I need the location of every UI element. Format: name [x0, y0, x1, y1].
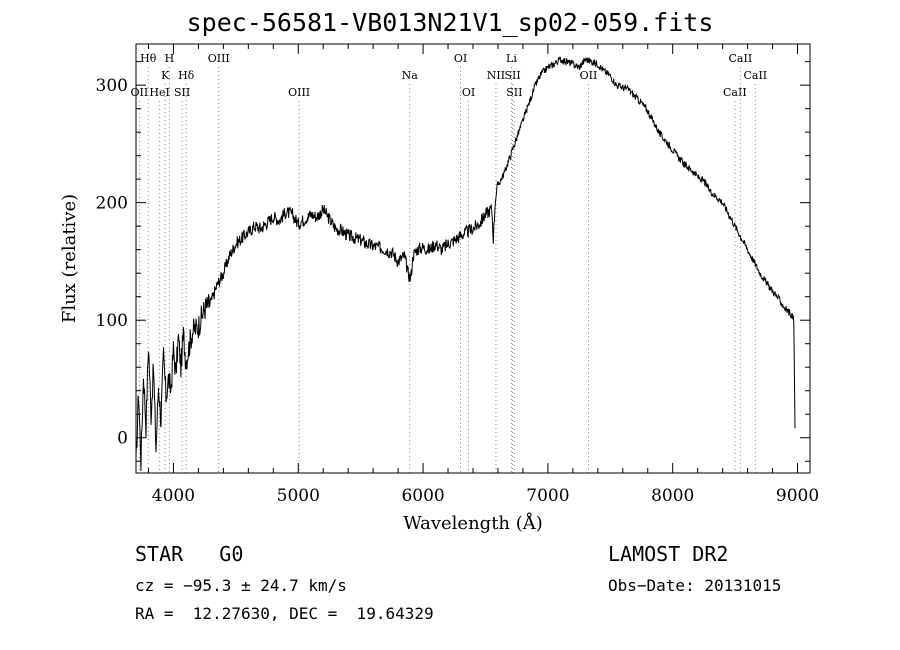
line-label: SII [504, 69, 520, 82]
redshift-velocity: cz = −95.3 ± 24.7 km/s [135, 576, 347, 595]
x-tick-label: 9000 [776, 486, 819, 506]
axes: 4000 5000 6000 7000 8000 9000 0 100 200 300 Wavele… [59, 43, 819, 534]
y-tick-label: 100 [96, 311, 128, 331]
spectrum-series [135, 56, 796, 472]
observation-date: Obs−Date: 20131015 [608, 576, 782, 595]
line-label: OI [454, 52, 467, 65]
y-tick-label: 200 [96, 194, 128, 214]
line-label: Hδ [178, 69, 195, 82]
x-axis-label: Wavelength (Å) [403, 512, 543, 534]
line-label: SII [174, 86, 190, 99]
line-label: CaII [743, 69, 767, 82]
spectrum-line [135, 56, 796, 472]
line-label: Li [506, 52, 517, 65]
line-label: OII [131, 86, 149, 99]
x-tick-label: 5000 [277, 486, 320, 506]
survey-name: LAMOST DR2 [608, 542, 729, 566]
line-label: Na [402, 69, 419, 82]
x-tick-label: 4000 [152, 486, 195, 506]
line-label: OIII [288, 86, 310, 99]
line-label: CaII [723, 86, 747, 99]
line-label: NII [487, 69, 505, 82]
spectral-class: STAR G0 [135, 542, 244, 566]
y-axis-label: Flux (relative) [59, 194, 80, 323]
x-tick-label: 6000 [401, 486, 444, 506]
line-label: CaII [729, 52, 753, 65]
line-label: HeI [149, 86, 169, 99]
line-label: OIII [208, 52, 230, 65]
line-label: Hθ [140, 52, 157, 65]
x-tick-label: 8000 [651, 486, 694, 506]
line-label: OII [580, 69, 598, 82]
line-label: SII [506, 86, 522, 99]
line-label: OI [462, 86, 475, 99]
y-tick-label: 0 [117, 429, 128, 449]
sky-coordinates: RA = 12.27630, DEC = 19.64329 [135, 604, 434, 623]
y-tick-label: 300 [96, 76, 128, 96]
x-tick-label: 7000 [526, 486, 569, 506]
line-label: H [165, 52, 175, 65]
chart-title: spec-56581-VB013N21V1_sp02-059.fits [186, 8, 714, 37]
line-label: K [161, 69, 170, 82]
plot-frame [135, 43, 811, 474]
